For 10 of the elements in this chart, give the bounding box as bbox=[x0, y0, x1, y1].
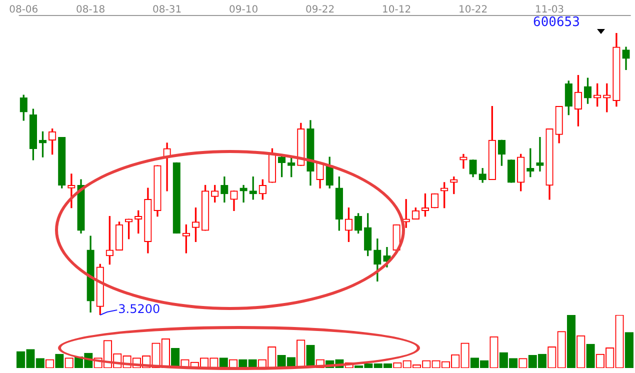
x-tick-label: 08-06 bbox=[9, 4, 38, 16]
x-tick-label: 10-12 bbox=[382, 4, 412, 16]
x-tick-label: 10-22 bbox=[458, 4, 488, 16]
chart-title: 600653 bbox=[533, 15, 580, 30]
x-tick-label: 08-18 bbox=[76, 4, 106, 16]
x-tick-label: 11-03 bbox=[534, 4, 564, 16]
annotation: 3.5200 bbox=[118, 302, 160, 316]
x-tick-label: 09-22 bbox=[306, 4, 335, 16]
x-tick-label: 08-31 bbox=[152, 4, 182, 16]
x-tick-label: 09-10 bbox=[229, 4, 258, 16]
